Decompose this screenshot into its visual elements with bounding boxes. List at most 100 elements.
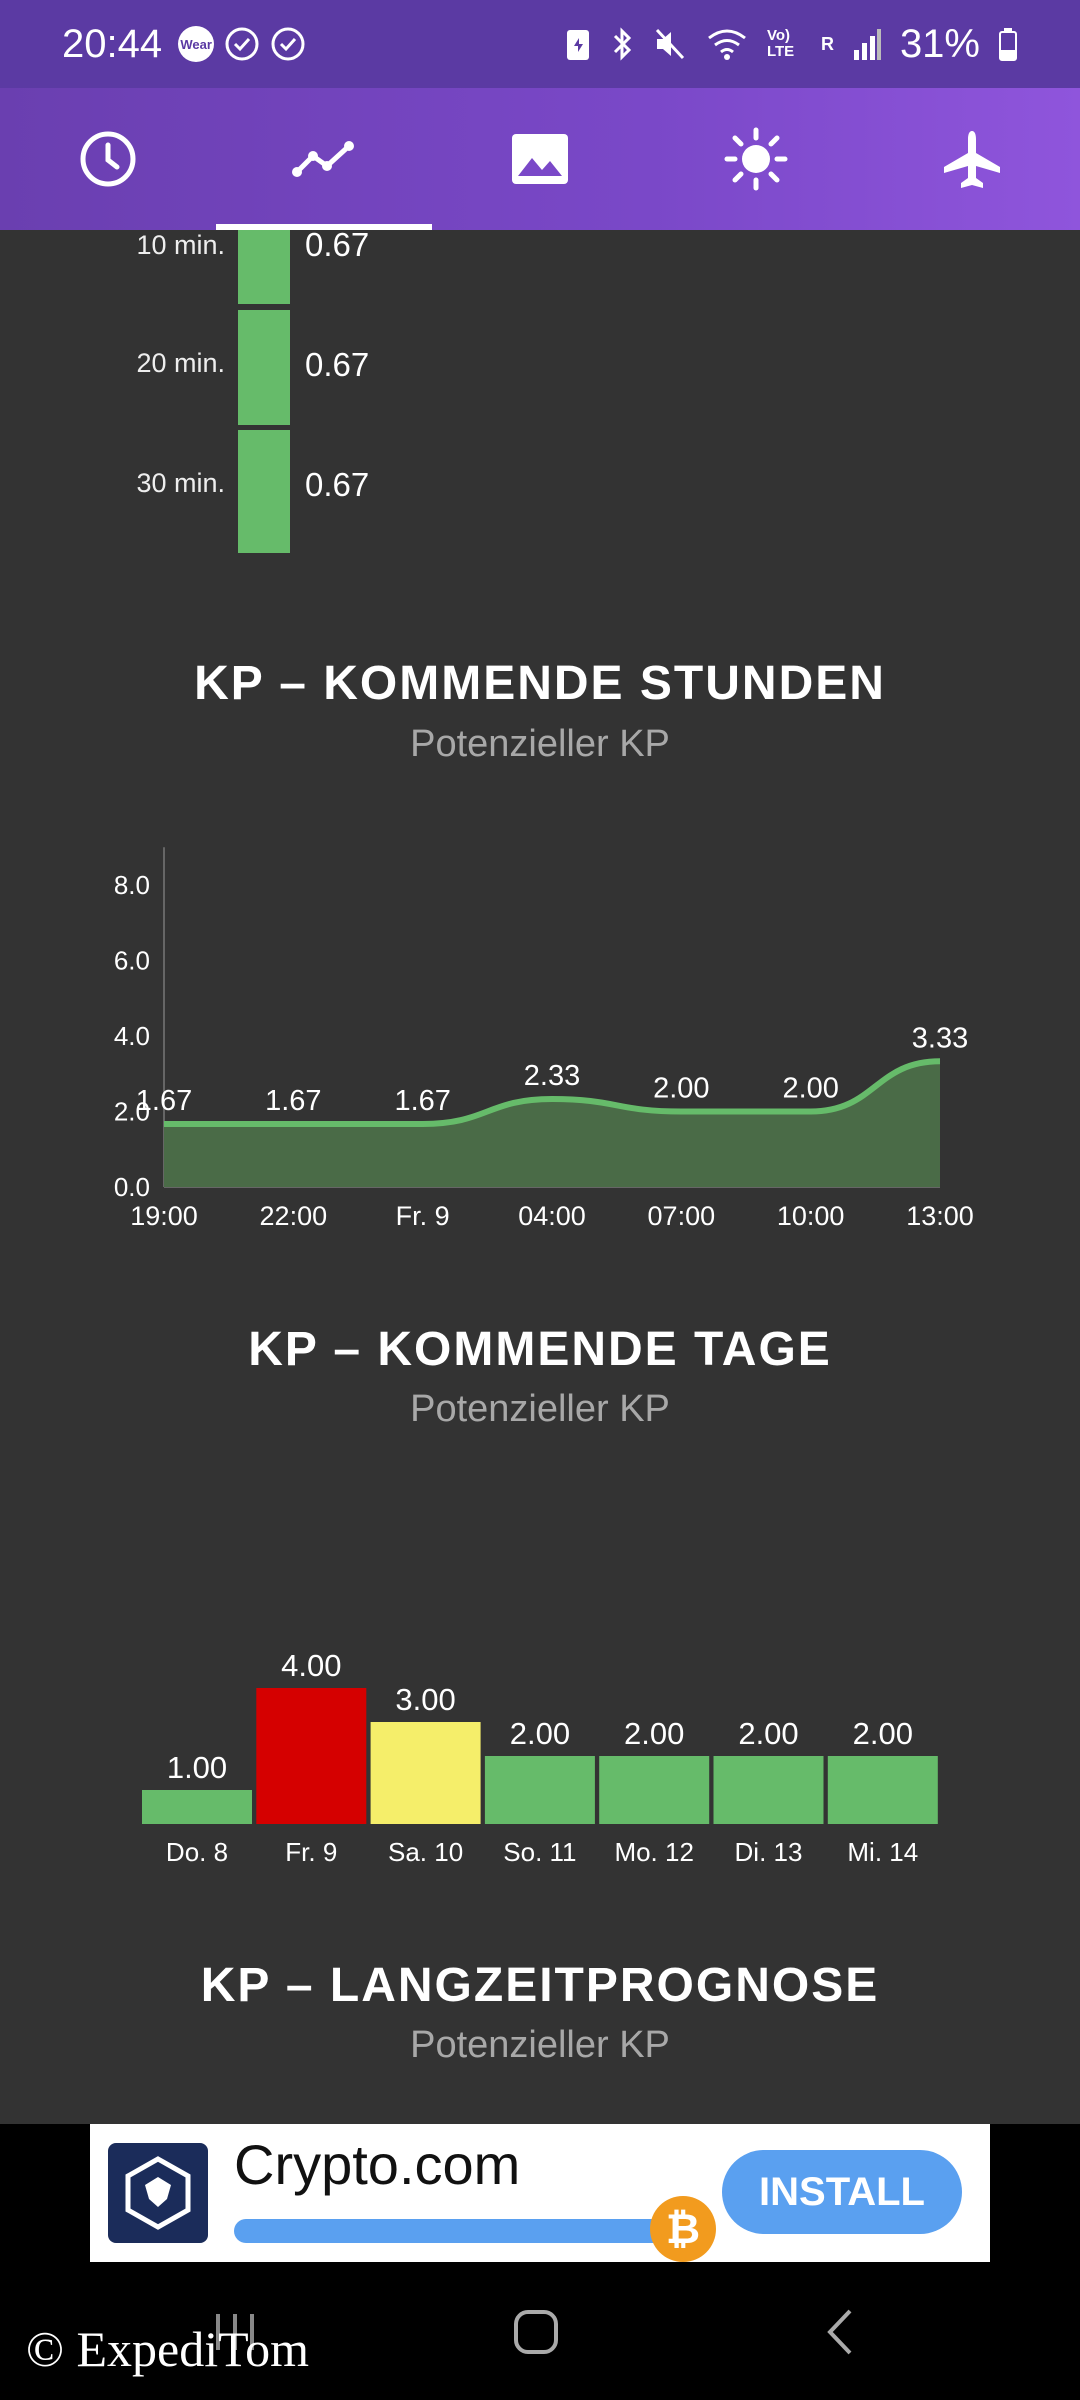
days-section-subtitle: Potenzieller KP bbox=[410, 1388, 670, 1430]
bar-category-label: Di. 13 bbox=[735, 1837, 803, 1867]
bar bbox=[599, 1756, 710, 1824]
bar-category-label: Fr. 9 bbox=[285, 1837, 337, 1867]
minute-label: 10 min. bbox=[136, 230, 225, 260]
bar-category-label: Mi. 14 bbox=[847, 1837, 918, 1867]
battery-icon bbox=[999, 28, 1017, 61]
minute-value: 0.67 bbox=[305, 466, 370, 503]
days-bar-chart: 1.00 Do. 8 4.00 Fr. 9 3.00 Sa. 10 2.00 So. 11 2.… bbox=[142, 1648, 938, 1867]
days-section-title: KP – KOMMENDE TAGE bbox=[248, 1323, 832, 1376]
bar-value-label: 4.00 bbox=[281, 1648, 341, 1683]
ad-progress-bar bbox=[234, 2219, 674, 2243]
tab-flight[interactable] bbox=[864, 88, 1080, 230]
y-tick-label: 4.0 bbox=[114, 1021, 150, 1051]
bar-value-label: 2.00 bbox=[510, 1716, 570, 1751]
bar-category-label: Mo. 12 bbox=[614, 1837, 694, 1867]
x-tick-label: 22:00 bbox=[260, 1201, 328, 1230]
bar-value-label: 2.00 bbox=[853, 1716, 913, 1751]
longterm-section-title: KP – LANGZEITPROGNOSE bbox=[200, 1959, 880, 2012]
minute-value: 0.67 bbox=[305, 346, 370, 383]
longterm-section-subtitle: Potenzieller KP bbox=[410, 2024, 670, 2066]
roaming-label: R bbox=[820, 33, 834, 54]
airplane-icon bbox=[944, 131, 1000, 188]
back-button[interactable] bbox=[780, 2292, 900, 2372]
home-icon bbox=[514, 2310, 558, 2354]
ad-brand: Crypto.com bbox=[234, 2133, 521, 2196]
watermark: © ExpediTom bbox=[26, 2321, 310, 2377]
hours-section-subtitle: Potenzieller KP bbox=[410, 723, 670, 765]
data-label: 2.00 bbox=[782, 1073, 838, 1105]
recent-apps-icon bbox=[216, 2314, 254, 2350]
y-tick-label: 0.0 bbox=[114, 1172, 150, 1202]
tab-time[interactable] bbox=[0, 88, 216, 230]
data-label: 3.33 bbox=[912, 1022, 968, 1054]
minute-bar bbox=[238, 430, 290, 553]
minute-bar bbox=[238, 230, 290, 304]
minute-row: 20 min. 0.67 bbox=[0, 310, 1080, 430]
minute-value: 0.67 bbox=[305, 230, 370, 263]
data-label: 2.33 bbox=[524, 1060, 580, 1092]
bitcoin-icon: ₿ bbox=[650, 2196, 716, 2262]
x-tick-label: 19:00 bbox=[130, 1201, 198, 1230]
check-circle-icon bbox=[271, 27, 305, 61]
status-time: 20:44 bbox=[62, 21, 163, 66]
data-label: 1.67 bbox=[394, 1085, 450, 1117]
x-tick-label: 10:00 bbox=[777, 1201, 845, 1230]
check-circle-icon bbox=[225, 27, 259, 61]
sun-icon bbox=[724, 127, 788, 191]
clock-icon bbox=[80, 131, 136, 187]
bar bbox=[713, 1756, 824, 1824]
area-fill bbox=[164, 1061, 940, 1187]
status-left-icons: Wear bbox=[178, 26, 306, 62]
bar-value-label: 2.00 bbox=[738, 1716, 798, 1751]
bar-category-label: So. 11 bbox=[503, 1837, 576, 1867]
hours-section-title: KP – KOMMENDE STUNDEN bbox=[194, 657, 886, 710]
crypto-logo-icon bbox=[108, 2143, 208, 2243]
ad-banner[interactable]: Crypto.com ₿ INSTALL bbox=[90, 2124, 990, 2262]
data-label: 1.67 bbox=[136, 1085, 192, 1117]
status-bar: 20:44 Wear Vo) LTE R 31% bbox=[0, 0, 1080, 88]
minute-row: 30 min. 0.67 bbox=[0, 430, 1080, 553]
bar-category-label: Do. 8 bbox=[166, 1837, 228, 1867]
wear-badge: Wear bbox=[178, 26, 215, 62]
bar-value-label: 2.00 bbox=[624, 1716, 684, 1751]
data-label: 2.00 bbox=[653, 1073, 709, 1105]
x-tick-label: 13:00 bbox=[906, 1201, 974, 1230]
tab-chart[interactable] bbox=[216, 88, 432, 230]
minute-label: 30 min. bbox=[136, 468, 225, 498]
image-icon bbox=[512, 134, 568, 184]
system-nav-bar bbox=[0, 2262, 1080, 2400]
status-right-icons: Vo) LTE R 31% bbox=[565, 22, 1018, 67]
minute-bar bbox=[238, 310, 290, 425]
tab-image[interactable] bbox=[432, 88, 648, 230]
home-button[interactable] bbox=[476, 2292, 596, 2372]
scroll-content[interactable]: 10 min. 0.67 20 min. 0.67 30 min. 0.67 K… bbox=[0, 230, 1080, 2124]
hours-area-chart: 0.0 2.0 4.0 6.0 8.0 1.67 19:00 1.67 22:00 1.67 Fr.… bbox=[114, 847, 974, 1230]
x-tick-label: 07:00 bbox=[648, 1201, 716, 1230]
bar-value-label: 3.00 bbox=[395, 1682, 455, 1717]
battery-saver-icon bbox=[566, 30, 589, 60]
data-label: 1.67 bbox=[265, 1085, 321, 1117]
tab-sun[interactable] bbox=[648, 88, 864, 230]
bar-category-label: Sa. 10 bbox=[388, 1837, 463, 1867]
x-tick-label: Fr. 9 bbox=[396, 1201, 450, 1230]
y-tick-label: 6.0 bbox=[114, 946, 150, 976]
wifi-icon bbox=[708, 29, 746, 60]
network-label: Vo) LTE bbox=[766, 27, 795, 60]
bar bbox=[370, 1722, 481, 1824]
bar-value-label: 1.00 bbox=[167, 1750, 227, 1785]
bar bbox=[484, 1756, 595, 1824]
y-tick-label: 8.0 bbox=[114, 870, 150, 900]
back-icon bbox=[827, 2309, 852, 2355]
top-tab-bar bbox=[0, 88, 1080, 230]
install-button[interactable]: INSTALL bbox=[722, 2150, 962, 2234]
minute-row: 10 min. 0.67 bbox=[0, 230, 1080, 340]
y-tick-label: 2.0 bbox=[114, 1097, 150, 1127]
bluetooth-icon bbox=[613, 27, 632, 61]
x-tick-label: 04:00 bbox=[518, 1201, 586, 1230]
recent-apps-button[interactable] bbox=[175, 2292, 295, 2372]
minute-label: 20 min. bbox=[136, 348, 225, 378]
mute-icon bbox=[655, 28, 685, 60]
bar bbox=[256, 1688, 367, 1824]
bar bbox=[827, 1756, 938, 1824]
bottom-area: Crypto.com ₿ INSTALL bbox=[0, 2124, 1080, 2400]
